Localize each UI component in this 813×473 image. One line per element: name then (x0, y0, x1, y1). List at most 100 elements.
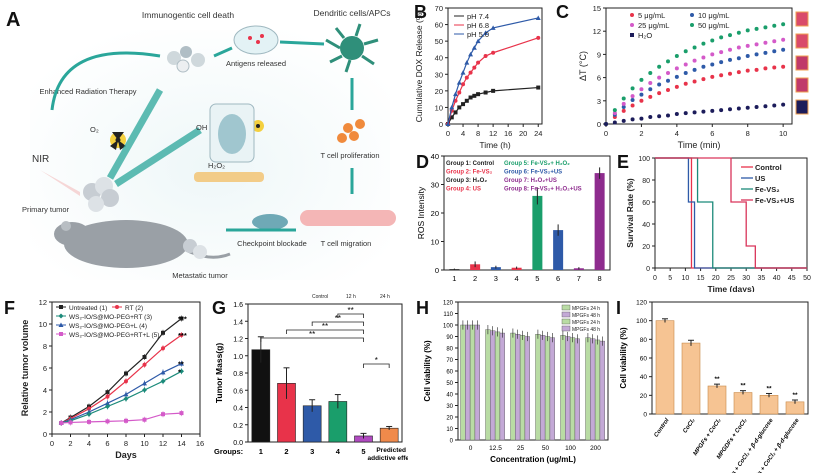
x-axis-label: Time (min) (678, 140, 721, 150)
significance-label: ** (309, 330, 315, 339)
data-point (710, 62, 715, 67)
chart-i: I 0 20 40 60 80 100 120 Cell viability (%) Contro… (616, 298, 809, 473)
x-axis-label: Time (days) (707, 284, 754, 292)
x-tick-label: 0 (604, 129, 608, 138)
bar (544, 336, 551, 441)
data-point (449, 115, 454, 120)
legend-label: MPGFs 48 h (572, 327, 600, 333)
x-tick-label: 12.5 (489, 445, 502, 452)
y-tick-label: 60 (446, 370, 453, 376)
y-axis-label: Cell viability (%) (619, 327, 628, 389)
y-tick-label: 70 (446, 358, 453, 364)
x-tick-label: 4 (336, 447, 341, 456)
legend-label: Group 7: H₂O₂+US (504, 178, 557, 184)
legend-label: Untreated (1) (69, 305, 107, 312)
data-point (719, 50, 724, 55)
y-tick-label: 1.6 (233, 302, 243, 309)
y-tick-label: 110 (443, 312, 453, 318)
x-tick-label: 2 (68, 439, 72, 448)
data-point (639, 98, 644, 103)
data-point (536, 85, 541, 90)
data-point (464, 75, 469, 80)
data-point (483, 54, 488, 59)
data-point (692, 45, 697, 50)
label-metastatic: Metastatic tumor (172, 271, 228, 280)
x-tick-label: 14 (177, 439, 185, 448)
panel-a: A Immunogentic cell death Antigens relea… (0, 0, 408, 292)
legend-label: 5 μg/mL (638, 11, 665, 20)
data-point (657, 91, 662, 96)
x-tick-label: MPGFs + CoCl₂ (693, 417, 723, 457)
thermal-image-icon (795, 99, 809, 115)
data-point (639, 92, 644, 97)
x-tick-label: 4 (87, 439, 91, 448)
data-point (666, 113, 670, 118)
x-tick-label: 15 (697, 275, 705, 282)
y-tick-label: 1.2 (233, 337, 243, 344)
x-tick-label: 35 (758, 275, 766, 282)
data-point (445, 121, 451, 126)
x-axis-label: Concentration (ug/mL) (490, 455, 576, 464)
series-line (60, 334, 182, 424)
y-tick-label: 80 (640, 337, 648, 344)
y-tick-label: 120 (636, 300, 647, 307)
x-tick-label: 6 (710, 129, 714, 138)
data-point (728, 47, 732, 52)
y-tick-label: 20 (446, 416, 453, 422)
thermal-image-icon (795, 77, 809, 93)
data-point (690, 23, 694, 27)
data-point (745, 43, 750, 48)
significance-bracket (311, 321, 364, 326)
data-point (461, 102, 466, 107)
data-point (457, 105, 462, 110)
y-tick-label: 40 (435, 54, 443, 63)
data-point (763, 50, 768, 55)
y-tick-label: 100 (443, 324, 454, 330)
data-point (772, 23, 777, 28)
panel-letter-e: E (617, 152, 629, 172)
bar (569, 337, 576, 441)
significance-label: ** (714, 376, 720, 383)
significance-label: ** (766, 385, 772, 392)
label-tcp: T cell proliferation (320, 151, 379, 160)
y-tick-label: 40 (446, 393, 453, 399)
bar (655, 320, 675, 415)
bar (535, 334, 541, 441)
data-point (535, 15, 541, 20)
data-point (464, 98, 469, 103)
significance-bracket (260, 337, 364, 342)
x-tick-label: 10 (140, 439, 148, 448)
significance-label: * (178, 367, 181, 376)
bar (251, 349, 271, 443)
arrow-to-dc (279, 40, 325, 46)
legend-label: WS₂-IO/S@MO-PEG+RT (3) (69, 314, 152, 321)
x-tick-label: 20 (712, 275, 720, 282)
data-point (630, 117, 635, 122)
legend-swatch (561, 325, 571, 332)
panel-letter-c: C (556, 2, 569, 22)
x-tick-label: 100 (565, 445, 576, 452)
chart-b: B 0 10 20 30 40 50 60 70 0 4 8 12 16 20 24 Time (h) Cumul… (414, 2, 543, 150)
y-tick-label: 20 (642, 244, 650, 251)
data-point (674, 66, 679, 71)
data-point (483, 30, 489, 35)
data-point (472, 93, 477, 98)
data-point (728, 107, 732, 112)
bar (733, 392, 753, 415)
arrow-ert (50, 51, 161, 111)
chart-d: D 0 10 20 30 40 ROS Intensity 1 2 3 4 5 6 7 8 Group 1: … (416, 152, 611, 283)
blood-vessel-icon (300, 210, 396, 226)
x-tick-label: 25 (727, 275, 735, 282)
y-tick-label: 3 (597, 97, 601, 106)
significance-bracket (337, 313, 364, 318)
data-point (457, 90, 462, 95)
y-axis-label: Survival Rate (%) (625, 178, 635, 248)
data-point (701, 77, 706, 82)
data-point (674, 84, 679, 89)
thermal-image-icon (795, 11, 809, 27)
panel-letter-i: I (616, 298, 621, 318)
y-tick-label: 0 (450, 439, 454, 445)
data-point (648, 70, 653, 75)
significance-label: ** (348, 306, 354, 315)
data-point (630, 13, 634, 17)
